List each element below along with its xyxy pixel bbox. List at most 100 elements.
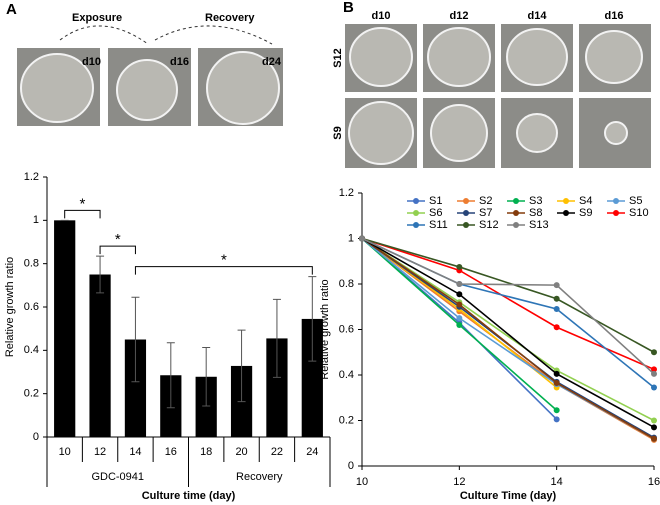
error-bar: [166, 342, 175, 409]
y-tick-label: 0: [33, 431, 39, 443]
x-tick-label: 14: [129, 446, 141, 458]
series-line: [361, 237, 655, 429]
point: [553, 306, 560, 313]
arrow-label: Recovery: [205, 12, 255, 24]
x-tick-label: 16: [165, 446, 177, 458]
series-line: [361, 237, 655, 440]
x-tick-label: 20: [235, 446, 247, 458]
significance-label: *: [115, 231, 121, 248]
x-tick-label: 12: [453, 476, 465, 488]
significance-bracket: [134, 266, 313, 275]
y-tick-label: 1: [348, 232, 354, 244]
y-tick-label: 1.2: [24, 171, 39, 183]
legend-marker: [413, 222, 419, 228]
y-tick-label: 0.6: [24, 301, 39, 313]
point: [553, 370, 560, 377]
legend-label: S9: [579, 207, 592, 219]
x-tick-label: 24: [306, 446, 318, 458]
point: [651, 370, 657, 377]
x-tick-label: 10: [59, 446, 71, 458]
group-label: Recovery: [236, 471, 283, 483]
error-bar: [96, 255, 105, 294]
point: [651, 349, 657, 356]
legend-label: S2: [479, 195, 492, 207]
legend-marker: [613, 210, 619, 216]
x-tick-label: 10: [356, 476, 368, 488]
x-axis-title: Culture time (day): [142, 490, 236, 502]
y-tick-label: 0.4: [339, 369, 354, 381]
row-label: S9: [332, 126, 344, 139]
y-tick-label: 0.8: [24, 258, 39, 270]
y-axis-title: Relative growth ratio: [319, 279, 331, 379]
legend-marker: [563, 198, 569, 204]
significance-label: *: [221, 252, 227, 269]
panel-label: B: [343, 0, 354, 16]
point: [456, 301, 463, 308]
legend-label: S4: [579, 195, 592, 207]
arrow-label: Exposure: [72, 12, 122, 24]
y-tick-label: 0: [348, 460, 354, 472]
image-label: d16: [170, 56, 189, 68]
point: [456, 263, 463, 270]
x-tick-label: 14: [551, 476, 563, 488]
significance-bracket: [99, 245, 136, 255]
significance-label: *: [79, 195, 85, 212]
point: [553, 282, 560, 289]
point: [456, 321, 463, 328]
image-label: d10: [82, 56, 101, 68]
legend-marker: [463, 198, 469, 204]
error-bar: [308, 276, 317, 362]
point: [553, 379, 560, 386]
y-tick-label: 0.4: [24, 344, 39, 356]
point: [553, 324, 560, 331]
y-axis-title: Relative growth ratio: [4, 257, 16, 357]
bar: [89, 274, 111, 437]
legend-label: S10: [629, 207, 649, 219]
y-tick-label: 1: [33, 214, 39, 226]
bar: [266, 338, 288, 437]
x-tick-label: 12: [94, 446, 106, 458]
panel-label: A: [6, 1, 17, 18]
arrow: [154, 25, 273, 45]
y-tick-label: 0.8: [339, 278, 354, 290]
legend-label: S7: [479, 207, 492, 219]
significance-bracket: [64, 209, 101, 219]
group-label: GDC-0941: [91, 471, 144, 483]
arrow: [59, 25, 149, 45]
error-bar: [131, 296, 140, 383]
point: [359, 235, 365, 242]
legend-label: S11: [429, 219, 448, 231]
legend-marker: [413, 210, 419, 216]
legend-label: S6: [429, 207, 442, 219]
point: [553, 416, 560, 423]
point: [456, 315, 463, 322]
legend-marker: [563, 210, 569, 216]
series-line: [361, 237, 655, 422]
y-tick-label: 0.2: [24, 388, 39, 400]
point: [651, 366, 657, 373]
bar: [195, 376, 217, 437]
x-tick-label: 22: [271, 446, 283, 458]
y-tick-label: 1.2: [339, 187, 354, 199]
legend-marker: [463, 222, 469, 228]
row-label: S12: [332, 48, 344, 68]
legend-label: S8: [529, 207, 542, 219]
legend-label: S1: [429, 195, 442, 207]
point: [553, 295, 560, 302]
x-axis-title: Culture Time (day): [460, 490, 557, 502]
point: [651, 435, 657, 442]
error-bar: [272, 298, 281, 378]
legend-label: S5: [629, 195, 642, 207]
image-label: d24: [262, 56, 282, 68]
x-tick-label: 18: [200, 446, 212, 458]
bar: [301, 318, 323, 437]
column-label: d10: [372, 10, 391, 22]
micrograph: [345, 24, 651, 168]
legend-marker: [513, 222, 519, 228]
series-line: [361, 237, 655, 353]
error-bar: [237, 329, 246, 403]
series-line: [361, 237, 655, 389]
point: [651, 417, 657, 424]
legend-marker: [513, 210, 519, 216]
